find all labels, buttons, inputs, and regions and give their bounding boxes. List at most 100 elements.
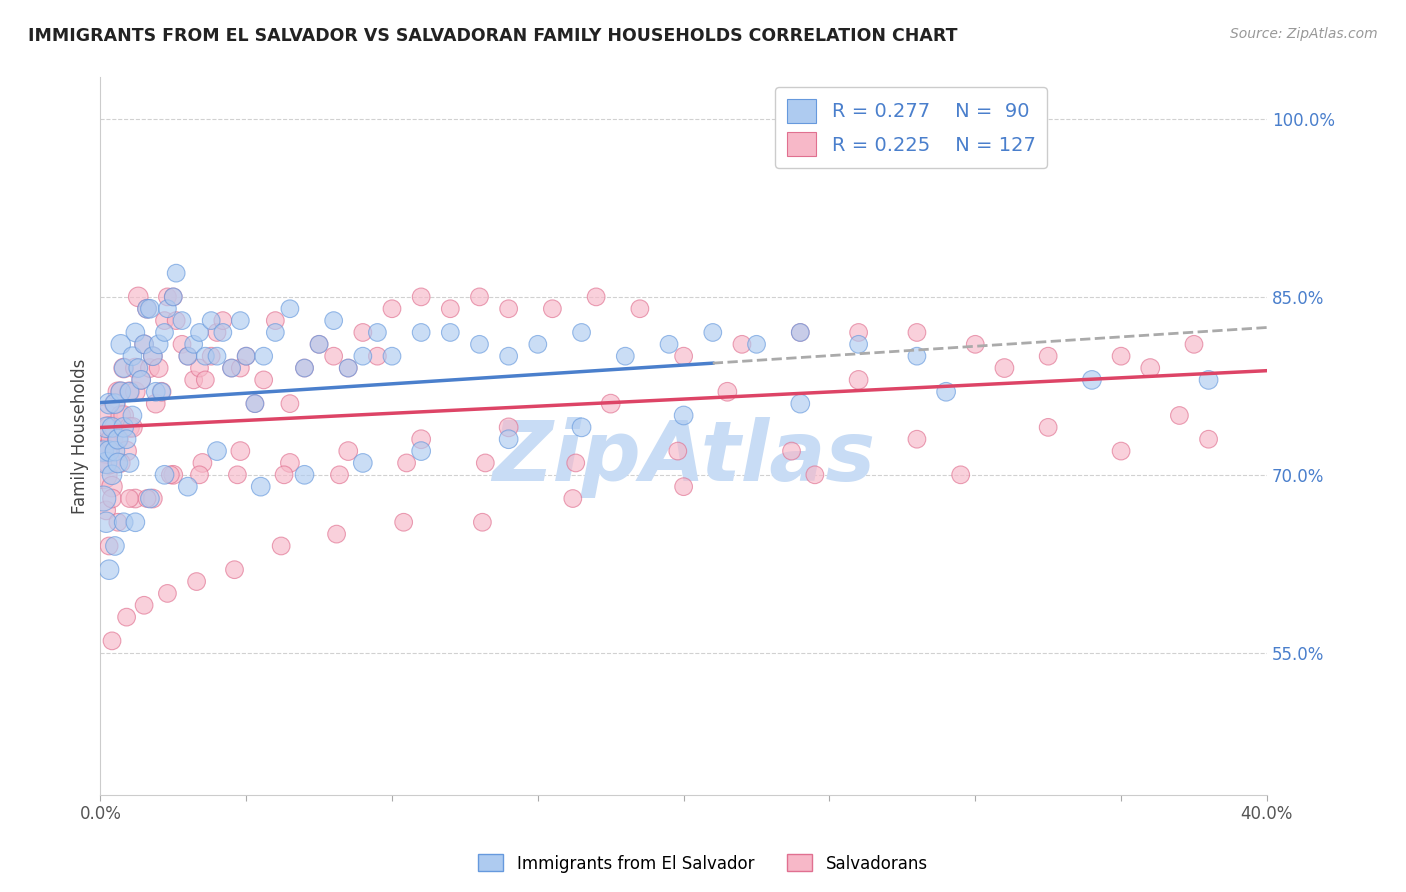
- Point: [91, 432, 114, 446]
- Point: [205, 326, 228, 340]
- Y-axis label: Family Households: Family Households: [72, 359, 89, 514]
- Point: [96, 515, 118, 529]
- Point: [127, 361, 149, 376]
- Point: [411, 326, 433, 340]
- Point: [294, 361, 316, 376]
- Point: [136, 491, 159, 506]
- Point: [112, 361, 135, 376]
- Point: [91, 491, 114, 506]
- Point: [194, 373, 217, 387]
- Point: [156, 290, 179, 304]
- Point: [98, 420, 121, 434]
- Point: [294, 467, 316, 482]
- Point: [127, 290, 149, 304]
- Point: [205, 444, 228, 458]
- Point: [118, 384, 141, 399]
- Point: [253, 373, 276, 387]
- Point: [194, 349, 217, 363]
- Point: [789, 397, 811, 411]
- Legend: R = 0.277    N =  90, R = 0.225    N = 127: R = 0.277 N = 90, R = 0.225 N = 127: [775, 87, 1047, 168]
- Point: [541, 301, 564, 316]
- Point: [308, 337, 330, 351]
- Point: [561, 491, 583, 506]
- Point: [1182, 337, 1205, 351]
- Point: [564, 456, 586, 470]
- Point: [527, 337, 550, 351]
- Point: [162, 467, 184, 482]
- Point: [139, 491, 162, 506]
- Point: [498, 349, 520, 363]
- Point: [905, 432, 928, 446]
- Point: [294, 361, 316, 376]
- Point: [177, 480, 200, 494]
- Point: [132, 337, 155, 351]
- Point: [110, 456, 132, 470]
- Point: [110, 337, 132, 351]
- Point: [848, 337, 870, 351]
- Point: [221, 361, 243, 376]
- Point: [148, 337, 170, 351]
- Point: [278, 456, 301, 470]
- Point: [124, 384, 146, 399]
- Point: [148, 361, 170, 376]
- Point: [165, 313, 187, 327]
- Point: [243, 397, 266, 411]
- Point: [468, 337, 491, 351]
- Point: [98, 397, 121, 411]
- Point: [96, 444, 118, 458]
- Point: [993, 361, 1015, 376]
- Legend: Immigrants from El Salvador, Salvadorans: Immigrants from El Salvador, Salvadorans: [471, 847, 935, 880]
- Point: [366, 326, 388, 340]
- Point: [804, 467, 827, 482]
- Point: [170, 337, 193, 351]
- Point: [112, 361, 135, 376]
- Point: [672, 349, 695, 363]
- Point: [104, 444, 127, 458]
- Point: [153, 326, 176, 340]
- Text: Source: ZipAtlas.com: Source: ZipAtlas.com: [1230, 27, 1378, 41]
- Point: [352, 326, 374, 340]
- Point: [124, 326, 146, 340]
- Point: [150, 384, 173, 399]
- Point: [571, 326, 593, 340]
- Point: [905, 349, 928, 363]
- Point: [96, 420, 118, 434]
- Point: [439, 301, 461, 316]
- Point: [177, 349, 200, 363]
- Point: [118, 491, 141, 506]
- Point: [337, 361, 360, 376]
- Point: [156, 586, 179, 600]
- Point: [905, 326, 928, 340]
- Point: [104, 539, 127, 553]
- Point: [352, 349, 374, 363]
- Point: [188, 326, 211, 340]
- Point: [229, 361, 252, 376]
- Point: [395, 456, 418, 470]
- Point: [498, 420, 520, 434]
- Point: [132, 599, 155, 613]
- Point: [118, 420, 141, 434]
- Point: [468, 290, 491, 304]
- Point: [1198, 373, 1220, 387]
- Point: [107, 432, 129, 446]
- Point: [789, 326, 811, 340]
- Point: [165, 266, 187, 280]
- Point: [145, 384, 167, 399]
- Point: [337, 361, 360, 376]
- Point: [91, 467, 114, 482]
- Point: [136, 301, 159, 316]
- Point: [1168, 409, 1191, 423]
- Point: [162, 290, 184, 304]
- Point: [498, 432, 520, 446]
- Point: [96, 409, 118, 423]
- Point: [949, 467, 972, 482]
- Text: ZipAtlas: ZipAtlas: [492, 417, 875, 499]
- Point: [658, 337, 681, 351]
- Point: [1109, 349, 1132, 363]
- Point: [139, 301, 162, 316]
- Point: [156, 301, 179, 316]
- Point: [1081, 373, 1104, 387]
- Point: [115, 432, 138, 446]
- Point: [585, 290, 607, 304]
- Point: [139, 361, 162, 376]
